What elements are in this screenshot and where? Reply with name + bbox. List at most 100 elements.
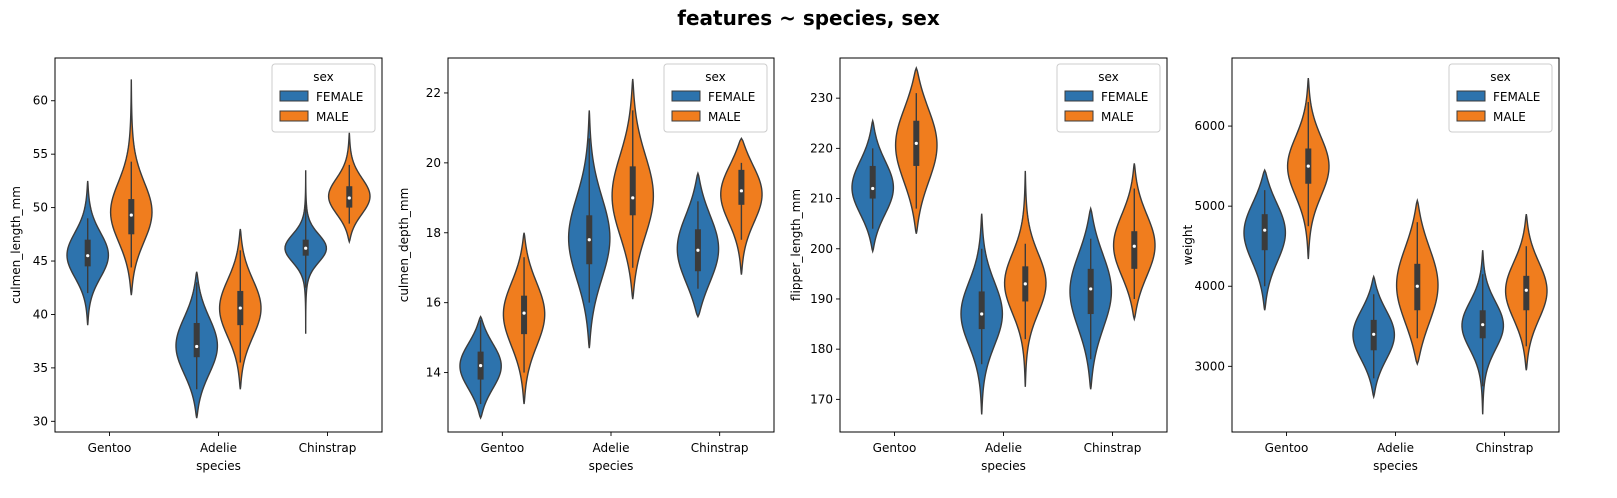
violin-median-dot [347, 196, 351, 200]
violin-median-dot [129, 213, 133, 217]
legend: sex FEMALE MALE [1448, 63, 1553, 133]
violin-median-dot [238, 306, 242, 310]
violin-iqr-box [521, 295, 528, 335]
legend-label-male: MALE [1493, 110, 1526, 124]
violin-median-dot [980, 312, 984, 316]
legend-label-female: FEMALE [708, 90, 755, 104]
violin-median-dot [1306, 164, 1310, 168]
violin-iqr-box [193, 323, 200, 358]
legend-title: sex [313, 70, 334, 84]
violin-median-dot [631, 196, 635, 200]
violin-median-dot [304, 246, 308, 250]
axes-frame [1231, 57, 1560, 433]
violin-median-dot [587, 238, 591, 242]
y-tick-label: 230 [810, 91, 833, 105]
violin-median-dot [1023, 282, 1027, 286]
subplot-weight: 3000 4000 5000 6000 Gentoo Adelie Chinstrap spe… [1181, 57, 1560, 473]
subplot-culmen_depth_mm: 14 16 18 20 22 Gentoo Adelie Chinstrap species cu… [397, 57, 775, 473]
violin-median-dot [195, 344, 199, 349]
violin-iqr-box [84, 239, 91, 267]
legend-swatch-male [279, 110, 309, 122]
violin-median-dot [739, 189, 744, 193]
x-axis-label: species [589, 459, 634, 473]
y-axis-label: culmen_length_mm [9, 186, 23, 304]
x-tick-label: Chinstrap [1476, 441, 1534, 455]
legend-title: sex [705, 70, 726, 84]
violin-iqr-box [869, 165, 876, 199]
y-tick-label: 14 [426, 366, 441, 380]
violin-median-dot [1415, 284, 1419, 288]
legend-title: sex [1490, 70, 1511, 84]
legend-swatch-male [1064, 110, 1094, 122]
subplot-culmen_length_mm: 30 35 40 45 50 55 60 Gentoo Adelie Chinstrap speci… [9, 57, 383, 473]
y-tick-label: 60 [33, 94, 48, 108]
x-tick-label: Chinstrap [691, 441, 749, 455]
axes-frame [447, 57, 775, 433]
y-axis-label: flipper_length_mm [789, 189, 803, 301]
violin-iqr-box [128, 199, 135, 235]
y-tick-label: 200 [810, 242, 833, 256]
legend-label-male: MALE [1101, 110, 1134, 124]
violin-iqr-box [1261, 214, 1268, 251]
violin-median-dot [86, 254, 90, 258]
y-tick-label: 190 [810, 292, 833, 306]
x-axis-label: species [1373, 459, 1418, 473]
y-tick-label: 5000 [1194, 199, 1225, 213]
violin-iqr-box [1523, 275, 1530, 311]
x-tick-label: Gentoo [480, 441, 524, 455]
y-tick-label: 40 [33, 307, 48, 321]
x-axis-label: species [196, 459, 241, 473]
y-tick-label: 50 [33, 201, 48, 215]
violin-iqr-box [1131, 231, 1138, 269]
y-tick-label: 4000 [1194, 279, 1225, 293]
y-tick-label: 180 [810, 342, 833, 356]
violin-iqr-box [738, 169, 745, 205]
violin-median-dot [1132, 244, 1136, 248]
y-tick-label: 18 [426, 226, 441, 240]
x-tick-label: Chinstrap [1084, 441, 1142, 455]
violin-median-dot [1263, 228, 1267, 232]
axes-frame [839, 57, 1168, 433]
x-tick-label: Gentoo [88, 441, 132, 455]
violin-median-dot [479, 363, 483, 368]
subplot-flipper_length_mm: 170 180 190 200 210 220 230 Gentoo Adelie Chinstr… [789, 57, 1168, 473]
y-axis-label: weight [1181, 224, 1195, 265]
y-tick-label: 16 [426, 296, 441, 310]
violin-iqr-box [629, 166, 636, 216]
legend-title: sex [1098, 70, 1119, 84]
y-tick-label: 220 [810, 141, 833, 155]
y-tick-label: 3000 [1194, 359, 1225, 373]
legend-label-female: FEMALE [1493, 90, 1540, 104]
violin-median-dot [914, 141, 918, 145]
legend-swatch-male [1456, 110, 1486, 122]
legend-label-female: FEMALE [316, 90, 363, 104]
legend: sex FEMALE MALE [1056, 63, 1161, 133]
axes-frame [54, 57, 383, 433]
violin-median-dot [696, 248, 700, 252]
violin-median-dot [1481, 323, 1485, 327]
y-tick-label: 170 [810, 392, 833, 406]
legend-swatch-female [671, 90, 701, 102]
legend-swatch-female [1064, 90, 1094, 102]
legend: sex FEMALE MALE [271, 63, 376, 133]
y-tick-label: 6000 [1194, 119, 1225, 133]
y-tick-label: 22 [426, 86, 441, 100]
legend-swatch-female [1456, 90, 1486, 102]
x-tick-label: Gentoo [1265, 441, 1309, 455]
x-tick-label: Gentoo [873, 441, 917, 455]
legend-label-male: MALE [708, 110, 741, 124]
violin-iqr-box [1087, 268, 1094, 315]
y-tick-label: 35 [33, 361, 48, 375]
violin-median-dot [1089, 287, 1093, 291]
legend: sex FEMALE MALE [663, 63, 768, 133]
violin-median-dot [1524, 288, 1528, 292]
violin-median-dot [1372, 332, 1376, 336]
legend-label-male: MALE [316, 110, 349, 124]
x-tick-label: Adelie [1377, 441, 1414, 455]
x-axis-label: species [981, 459, 1026, 473]
figure-title: features ~ species, sex [677, 6, 940, 30]
y-tick-label: 210 [810, 192, 833, 206]
legend-swatch-female [279, 90, 309, 102]
x-tick-label: Adelie [592, 441, 629, 455]
